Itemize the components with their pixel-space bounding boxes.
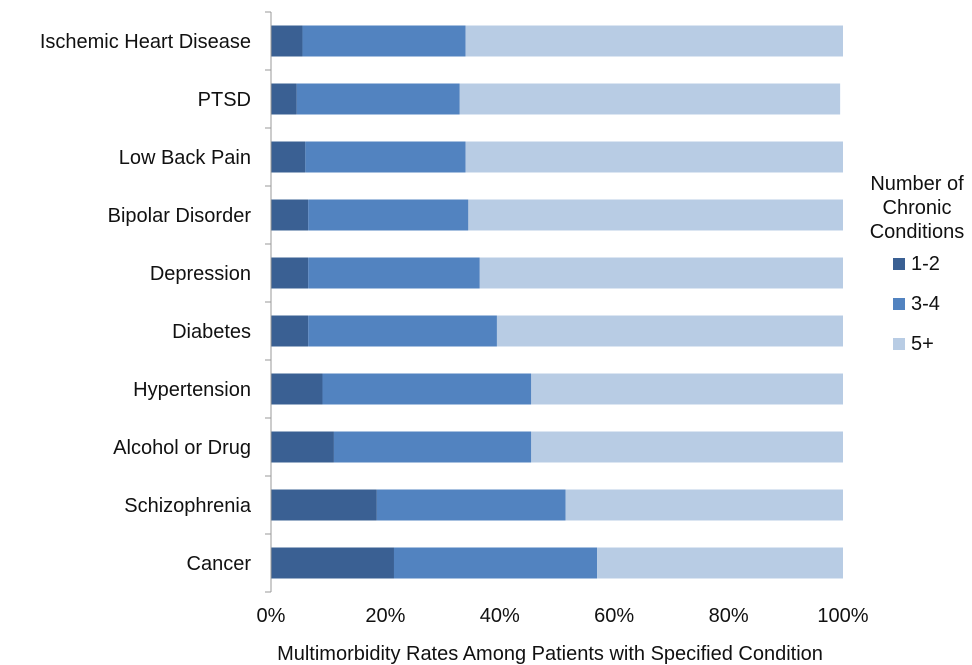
- bar-cancer-1-2: [271, 547, 394, 579]
- bar-diabetes-5+: [496, 315, 843, 347]
- bar-cancer-3-4: [393, 547, 598, 579]
- bar-ptsd-5+: [459, 83, 841, 115]
- bars-group: [271, 25, 843, 579]
- category-label: PTSD: [198, 89, 251, 111]
- bar-cancer-5+: [597, 547, 843, 579]
- x-tick-label: 40%: [480, 605, 520, 627]
- bar-alcohol-or-drug-5+: [531, 431, 843, 463]
- legend-title-line-1: Number of: [870, 173, 964, 195]
- x-tick-label: 20%: [365, 605, 405, 627]
- legend-title-line-3: Conditions: [870, 221, 965, 243]
- bar-schizophrenia-3-4: [376, 489, 566, 521]
- category-label: Depression: [150, 263, 251, 285]
- legend-label-3-4: 3-4: [911, 293, 940, 315]
- x-tick-label: 0%: [257, 605, 286, 627]
- bar-schizophrenia-5+: [565, 489, 843, 521]
- bar-low-back-pain-5+: [465, 141, 843, 173]
- legend-label-1-2: 1-2: [911, 253, 940, 275]
- category-label: Ischemic Heart Disease: [40, 31, 251, 53]
- y-axis-ticks: [265, 11, 271, 593]
- bar-ptsd-3-4: [296, 83, 460, 115]
- bar-hypertension-3-4: [322, 373, 532, 405]
- legend-swatch-3-4: [893, 298, 905, 310]
- x-tick-labels: 0% 20% 40% 60% 80% 100%: [257, 605, 869, 627]
- category-label: Alcohol or Drug: [113, 437, 251, 459]
- legend-title-line-2: Chronic: [883, 197, 952, 219]
- bar-diabetes-1-2: [271, 315, 309, 347]
- bar-low-back-pain-3-4: [305, 141, 466, 173]
- bar-hypertension-5+: [531, 373, 843, 405]
- x-tick-label: 60%: [594, 605, 634, 627]
- bar-ischemic-heart-disease-1-2: [271, 25, 303, 57]
- bar-alcohol-or-drug-1-2: [271, 431, 334, 463]
- bar-depression-5+: [479, 257, 843, 289]
- bar-low-back-pain-1-2: [271, 141, 306, 173]
- category-label: Diabetes: [172, 321, 251, 343]
- category-label: Low Back Pain: [119, 147, 251, 169]
- bar-bipolar-disorder-5+: [468, 199, 843, 231]
- category-label: Bipolar Disorder: [108, 205, 252, 227]
- bar-schizophrenia-1-2: [271, 489, 377, 521]
- legend: Number of Chronic Conditions 1-2 3-4 5+: [870, 173, 965, 355]
- legend-swatch-5+: [893, 338, 905, 350]
- category-labels: Ischemic Heart Disease PTSD Low Back Pain B…: [40, 31, 252, 575]
- bar-ischemic-heart-disease-5+: [465, 25, 843, 57]
- x-tick-label: 80%: [709, 605, 749, 627]
- category-label: Schizophrenia: [124, 495, 252, 517]
- bar-bipolar-disorder-1-2: [271, 199, 309, 231]
- bar-diabetes-3-4: [308, 315, 497, 347]
- legend-label-5+: 5+: [911, 333, 934, 355]
- x-axis-title: Multimorbidity Rates Among Patients with…: [277, 643, 823, 665]
- bar-depression-3-4: [308, 257, 480, 289]
- bar-hypertension-1-2: [271, 373, 323, 405]
- category-label: Hypertension: [133, 379, 251, 401]
- legend-swatch-1-2: [893, 258, 905, 270]
- category-label: Cancer: [187, 553, 252, 575]
- x-tick-label: 100%: [817, 605, 868, 627]
- bar-ischemic-heart-disease-3-4: [302, 25, 466, 57]
- bar-bipolar-disorder-3-4: [308, 199, 469, 231]
- bar-depression-1-2: [271, 257, 309, 289]
- bar-alcohol-or-drug-3-4: [333, 431, 532, 463]
- bar-ptsd-1-2: [271, 83, 297, 115]
